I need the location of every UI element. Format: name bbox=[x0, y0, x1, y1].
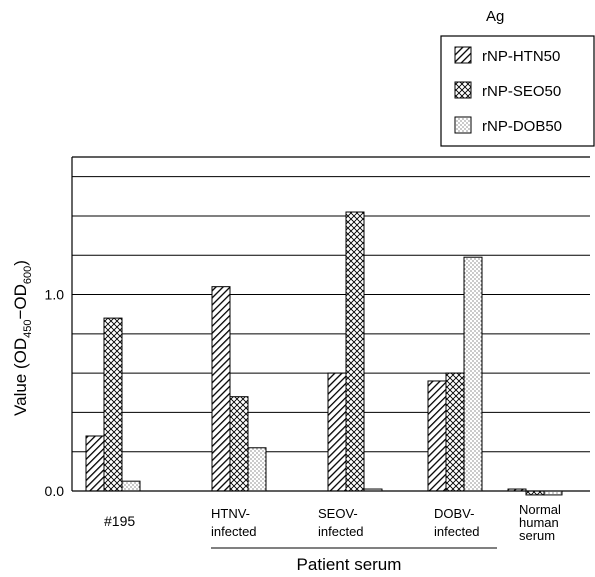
bar-rnp-dob50 bbox=[463, 256, 483, 492]
legend-label: rNP-SEO50 bbox=[482, 83, 561, 100]
legend-swatch bbox=[454, 116, 472, 134]
legend-label: rNP-HTN50 bbox=[482, 48, 560, 65]
category-label: SEOV-infected bbox=[318, 506, 364, 539]
legend: Ag rNP-HTN50 rNP-SEO50 rNP-DOB50 bbox=[440, 8, 595, 147]
category-label: DOBV-infected bbox=[434, 506, 480, 539]
y-tick-label: 0.0 bbox=[45, 483, 65, 499]
legend-label: rNP-DOB50 bbox=[482, 118, 562, 135]
y-tick-labels: 0.0 1.0 bbox=[45, 287, 65, 499]
category-labels: #195 HTNV-infected SEOV-infected DOBV-infec… bbox=[104, 502, 561, 549]
gridlines bbox=[72, 176, 590, 453]
bar-rnp-htn50 bbox=[211, 286, 231, 492]
bar-rnp-seo50 bbox=[229, 396, 249, 492]
bar-rnp-dob50 bbox=[247, 447, 267, 492]
y-tick-label: 1.0 bbox=[45, 287, 65, 303]
category-label: HTNV-infected bbox=[211, 506, 257, 539]
bar-rnp-htn50 bbox=[427, 380, 447, 492]
bar-rnp-dob50 bbox=[121, 480, 141, 492]
legend-swatch bbox=[454, 81, 472, 99]
category-label: #195 bbox=[104, 513, 135, 529]
bar-rnp-seo50 bbox=[103, 317, 123, 492]
axes bbox=[71, 156, 590, 492]
legend-title: Ag bbox=[486, 8, 504, 25]
x-axis-title: Patient serum bbox=[297, 555, 402, 574]
legend-swatch bbox=[454, 46, 472, 64]
bar-rnp-seo50 bbox=[445, 372, 465, 492]
bar-rnp-seo50 bbox=[345, 211, 365, 492]
category-label: Normal human serum bbox=[519, 502, 561, 543]
bar-rnp-htn50 bbox=[85, 435, 105, 492]
y-axis-title: Value (OD450−OD600) bbox=[11, 260, 34, 416]
bars bbox=[85, 211, 563, 496]
bar-rnp-htn50 bbox=[327, 372, 347, 492]
